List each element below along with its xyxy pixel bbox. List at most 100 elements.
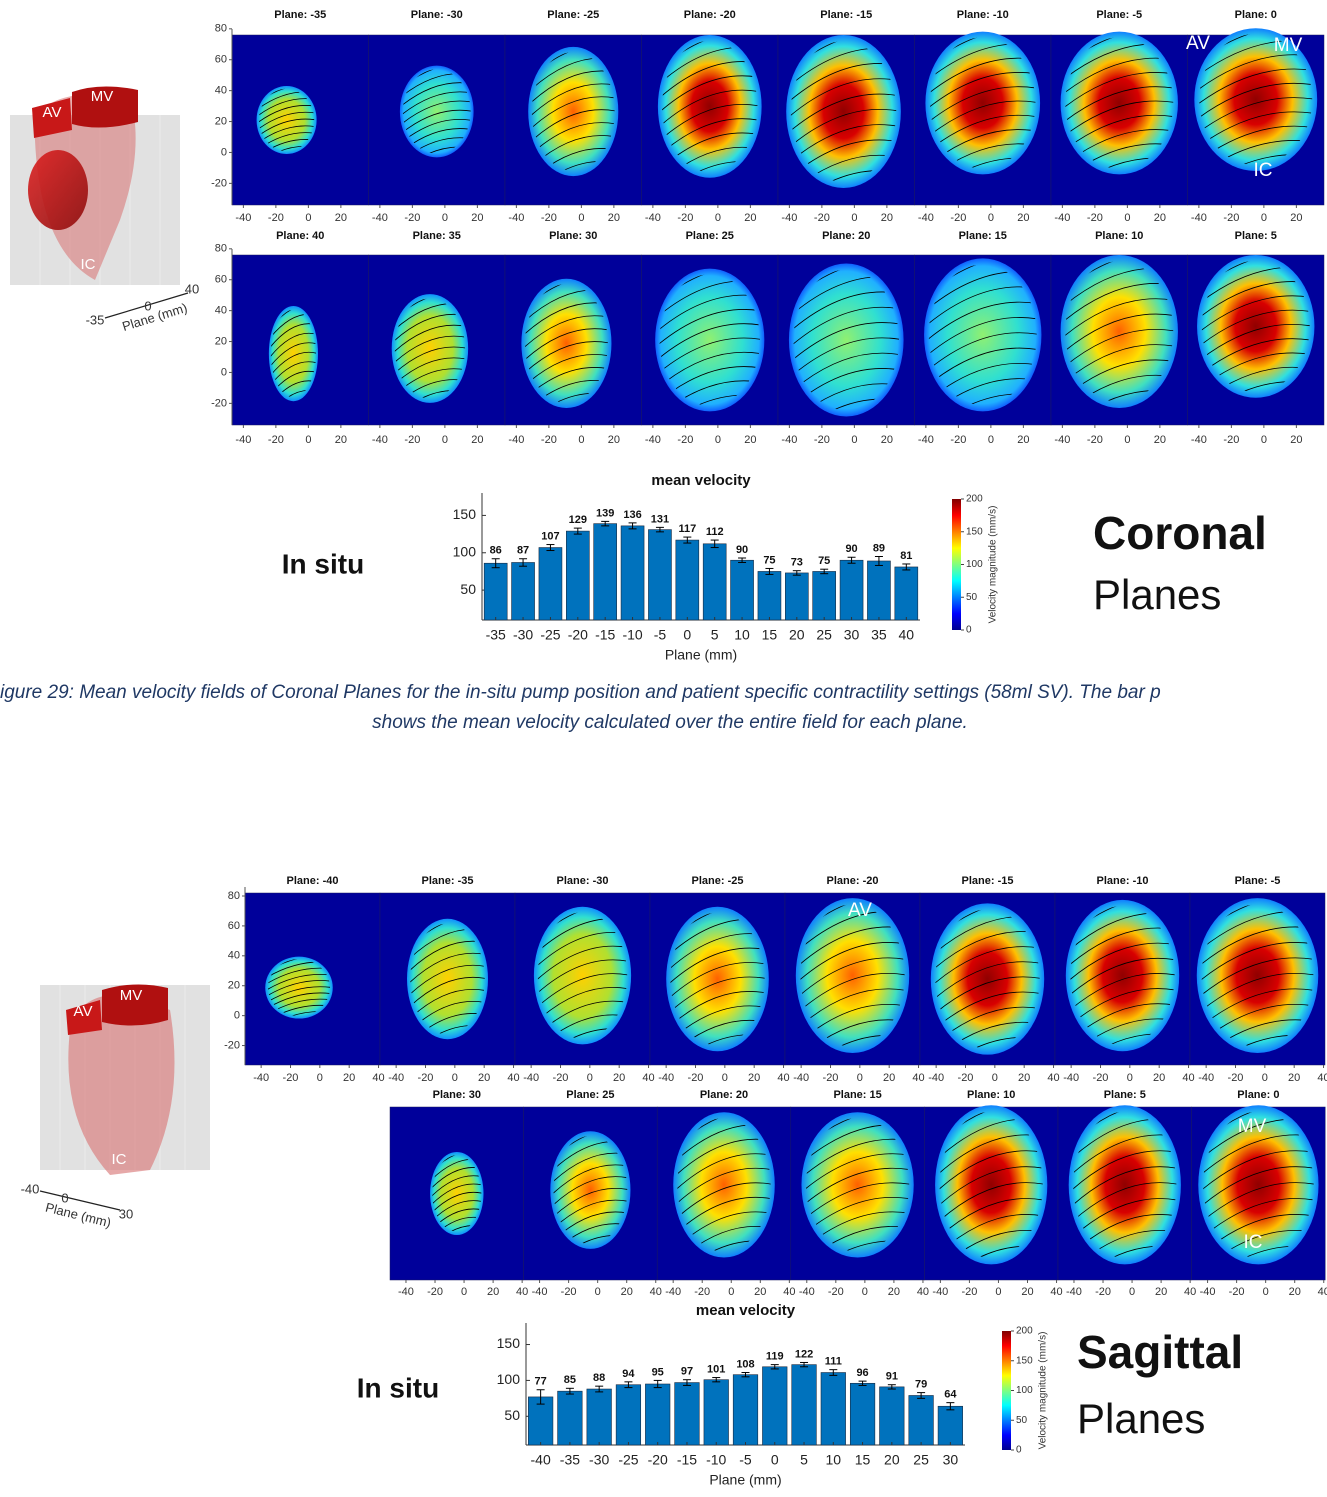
x-tick-label: -20 bbox=[814, 434, 830, 446]
velocity-blob bbox=[801, 1112, 913, 1257]
x-tick-label: -20 bbox=[1228, 1072, 1244, 1084]
x-tick-label: 0 bbox=[995, 1286, 1001, 1298]
x-tick-label: 0 bbox=[595, 1286, 601, 1298]
panel-title: Plane: 40 bbox=[276, 230, 324, 242]
x-tick-label: 0 bbox=[578, 212, 584, 224]
model-label: AV bbox=[74, 1003, 93, 1020]
x-tick-label: -40 bbox=[508, 434, 524, 446]
x-tick-label: -5 bbox=[739, 1452, 752, 1468]
data-label: 117 bbox=[678, 523, 696, 535]
y-tick-label: 80 bbox=[215, 23, 227, 35]
x-tick-label: 20 bbox=[1017, 212, 1029, 224]
x-tick-label: -25 bbox=[618, 1452, 638, 1468]
y-tick-label: 150 bbox=[453, 506, 477, 522]
panel-title: Plane: -15 bbox=[962, 875, 1014, 887]
bar bbox=[558, 1391, 583, 1445]
x-tick-label: 0 bbox=[452, 1072, 458, 1084]
bar bbox=[704, 1380, 729, 1445]
x-tick-label: 0 bbox=[683, 627, 691, 643]
x-tick-label: 0 bbox=[1262, 1072, 1268, 1084]
bar bbox=[566, 531, 589, 620]
x-tick-label: 40 bbox=[650, 1286, 662, 1298]
model-axis-label: Plane (mm) bbox=[44, 1200, 113, 1231]
x-tick-label: -40 bbox=[781, 434, 797, 446]
x-tick-label: -20 bbox=[648, 1452, 668, 1468]
x-tick-label: -40 bbox=[1066, 1286, 1082, 1298]
x-tick-label: -20 bbox=[958, 1072, 974, 1084]
figure: Plane: -35-40-20020806040200-20Plane: -3… bbox=[0, 0, 1327, 1492]
data-label: 90 bbox=[845, 543, 857, 555]
heading: Coronal bbox=[1093, 507, 1267, 559]
x-tick-label: 0 bbox=[587, 1072, 593, 1084]
caption: shows the mean velocity calculated over … bbox=[372, 712, 968, 733]
x-tick-label: 20 bbox=[335, 434, 347, 446]
x-tick-label: 40 bbox=[899, 627, 915, 643]
panel-title: Plane: 25 bbox=[686, 230, 734, 242]
x-tick-label: 0 bbox=[305, 212, 311, 224]
bar bbox=[621, 526, 644, 620]
x-tick-label: 20 bbox=[1290, 434, 1302, 446]
data-label: 119 bbox=[766, 1351, 784, 1363]
x-tick-label: 20 bbox=[335, 212, 347, 224]
x-tick-label: -35 bbox=[486, 627, 506, 643]
model-label: MV bbox=[120, 987, 143, 1004]
x-tick-label: 20 bbox=[1289, 1286, 1301, 1298]
x-tick-label: 20 bbox=[748, 1072, 760, 1084]
y-tick-label: -20 bbox=[211, 177, 227, 189]
y-tick-label: 50 bbox=[460, 581, 476, 597]
field-annotation: MV bbox=[1274, 35, 1303, 56]
model-label: AV bbox=[43, 104, 62, 121]
data-label: 85 bbox=[564, 1374, 576, 1386]
x-tick-label: -40 bbox=[388, 1072, 404, 1084]
velocity-blob bbox=[257, 86, 317, 154]
x-tick-label: -20 bbox=[677, 434, 693, 446]
bar bbox=[648, 530, 671, 620]
x-tick-label: 20 bbox=[1154, 212, 1166, 224]
y-tick-label: 0 bbox=[221, 366, 227, 378]
x-tick-label: -15 bbox=[595, 627, 615, 643]
panel-title: Plane: -35 bbox=[274, 9, 326, 21]
x-tick-label: 10 bbox=[734, 627, 750, 643]
bar bbox=[731, 560, 754, 620]
model-label: IC bbox=[81, 256, 96, 273]
colorbar-label: Velocity magnitude (mm/s) bbox=[1038, 1332, 1049, 1450]
y-tick-label: 60 bbox=[215, 274, 227, 286]
panel-title: Plane: 15 bbox=[833, 1089, 881, 1101]
x-tick-label: -40 bbox=[1198, 1072, 1214, 1084]
panel-title: Plane: 35 bbox=[413, 230, 461, 242]
velocity-blob bbox=[269, 306, 318, 401]
x-tick-label: 10 bbox=[826, 1452, 842, 1468]
data-label: 75 bbox=[763, 554, 775, 566]
panel-title: Plane: 30 bbox=[549, 230, 597, 242]
panel-title: Plane: 25 bbox=[566, 1089, 614, 1101]
x-tick-label: -20 bbox=[828, 1286, 844, 1298]
data-label: 129 bbox=[569, 514, 587, 526]
x-tick-label: 20 bbox=[1017, 434, 1029, 446]
colorbar-tick-label: 100 bbox=[966, 559, 983, 570]
y-tick-label: -20 bbox=[211, 397, 227, 409]
x-tick-label: 20 bbox=[888, 1286, 900, 1298]
bar bbox=[733, 1375, 758, 1445]
x-tick-label: -20 bbox=[1093, 1072, 1109, 1084]
x-tick-label: -20 bbox=[418, 1072, 434, 1084]
data-label: 122 bbox=[795, 1348, 813, 1360]
colorbar bbox=[1002, 1331, 1011, 1450]
x-tick-label: 20 bbox=[471, 212, 483, 224]
bar bbox=[512, 562, 535, 620]
velocity-blob bbox=[924, 258, 1041, 411]
bar bbox=[840, 560, 863, 620]
y-tick-label: 60 bbox=[228, 920, 240, 932]
page: { "coronal": { "model": {"labels": {"av"… bbox=[0, 0, 1327, 1492]
field-annotation: IC bbox=[1254, 160, 1273, 181]
velocity-blob bbox=[400, 66, 474, 158]
x-tick-label: 20 bbox=[1021, 1286, 1033, 1298]
data-label: 101 bbox=[707, 1363, 725, 1375]
data-label: 136 bbox=[623, 509, 641, 521]
x-tick-label: 20 bbox=[744, 212, 756, 224]
y-tick-label: 80 bbox=[215, 243, 227, 255]
velocity-blob bbox=[655, 269, 764, 412]
panel-title: Plane: 5 bbox=[1235, 230, 1277, 242]
x-tick-label: 40 bbox=[516, 1286, 528, 1298]
model-axis-tick: -35 bbox=[86, 312, 105, 327]
x-tick-label: 20 bbox=[1288, 1072, 1300, 1084]
